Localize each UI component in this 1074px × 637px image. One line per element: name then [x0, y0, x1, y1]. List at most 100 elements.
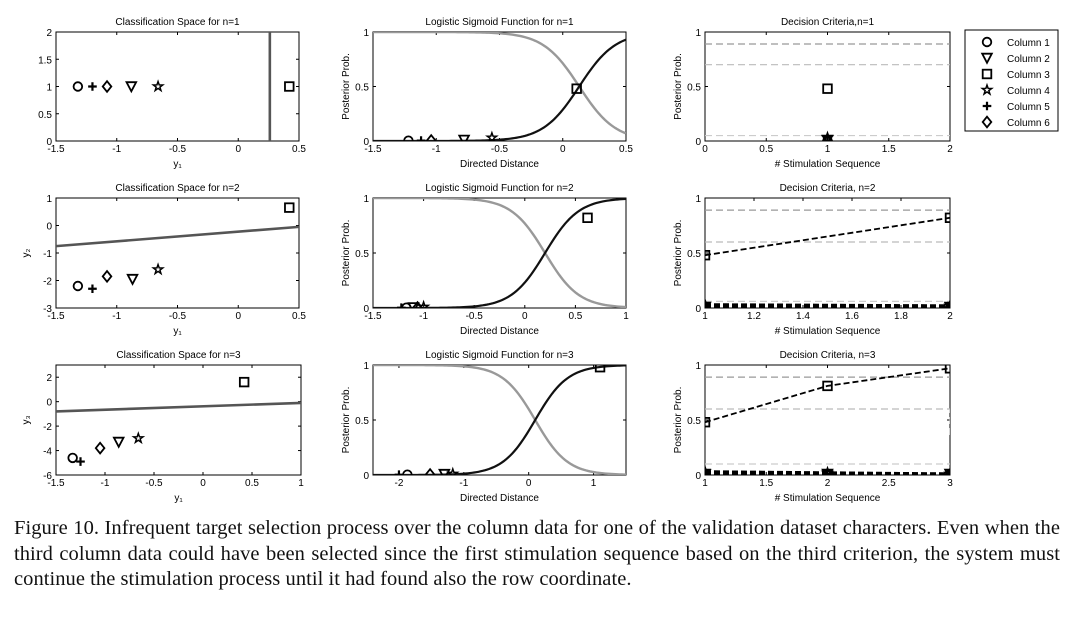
x-tick-label: 0.5 [759, 144, 773, 155]
legend-marker-diamond [981, 115, 993, 129]
data-point-circle [72, 280, 84, 292]
decision-boundary-line [56, 225, 299, 248]
data-point-star [445, 466, 460, 475]
data-point-diamond [424, 467, 436, 475]
x-axis-label: Directed Distance [460, 326, 539, 337]
y-tick-label: 1 [695, 28, 701, 39]
y-tick-label: 2 [46, 28, 52, 39]
legend-marker-circle [981, 36, 993, 48]
data-point-triangle-down [125, 81, 138, 94]
legend-marker-plus [982, 101, 992, 111]
x-tick-label: 0 [702, 144, 708, 155]
data-point-plus [945, 470, 950, 475]
axes-box [704, 31, 951, 142]
subplot-2: -1.5 -1 -0.5 0 0.5 0 0.5 1 Logistic Sigmoid Func… [341, 17, 633, 170]
data-point-triangle-down [407, 302, 420, 308]
subplot-5: -1.5 -1 -0.5 0 0.5 1 0 0.5 1 Logistic Sigmoid Fun… [341, 183, 629, 337]
x-tick-label: 1 [702, 478, 708, 489]
legend-label: Column 6 [1007, 118, 1050, 129]
data-point-square [238, 376, 250, 388]
data-point-plus [76, 457, 85, 466]
y-tick-label: 0.5 [355, 416, 369, 427]
y-tick-label: -4 [43, 447, 52, 458]
x-tick-label: 0 [522, 311, 528, 322]
y-axis-label: y₃ [21, 415, 32, 424]
x-tick-label: -1.5 [47, 311, 65, 322]
subplot-title: Classification Space for n=1 [115, 17, 240, 28]
subplot-title: Decision Criteria, n=2 [780, 183, 876, 194]
subplot-9: 1 1.5 2 2.5 3 0 0.5 1 Decision Criteria, n=3 # St… [673, 350, 953, 504]
data-point-square [571, 83, 582, 94]
x-tick-label: 2.5 [882, 478, 896, 489]
plot-area [373, 32, 626, 141]
x-tick-label: -1.5 [364, 144, 382, 155]
y-axis-label: Posterior Prob. [673, 53, 684, 120]
y-tick-label: 2 [46, 373, 52, 384]
x-tick-label: -1.5 [47, 144, 65, 155]
y-axis-label: y₂ [21, 248, 32, 257]
x-axis-label: Directed Distance [460, 493, 539, 504]
data-point-plus [88, 284, 97, 294]
x-tick-label: 1.5 [759, 478, 773, 489]
y-tick-label: 0.5 [355, 249, 369, 260]
legend: Column 1 Column 2 Column 3 Column 4 Column 5… [964, 29, 1059, 132]
plot-area [56, 202, 299, 294]
y-tick-label: 1 [363, 361, 369, 372]
x-tick-label: 0.5 [619, 144, 633, 155]
data-point-square [582, 212, 593, 224]
x-tick-label: 0.5 [568, 311, 582, 322]
sigmoid-curve [373, 38, 626, 141]
data-point-star [485, 130, 499, 141]
y-tick-label: 1 [363, 194, 369, 205]
data-point-square [944, 365, 950, 374]
axes-box [372, 31, 627, 142]
data-point-diamond [705, 300, 711, 308]
x-tick-label: 1.4 [796, 311, 810, 322]
legend-box [964, 29, 1059, 132]
x-tick-label: 2 [947, 311, 953, 322]
data-point-square [822, 83, 833, 94]
legend-label: Column 4 [1007, 86, 1050, 97]
y-axis-label: Posterior Prob. [673, 220, 684, 287]
y-axis-label: Posterior Prob. [341, 220, 352, 287]
x-tick-label: -1 [432, 144, 441, 155]
x-tick-label: -1 [112, 144, 121, 155]
plot-area [705, 209, 950, 308]
subplot-8: -2 -1 0 1 0 0.5 1 Logistic Sigmoid Function for… [341, 350, 627, 504]
data-point-square [594, 365, 606, 373]
x-tick-label: -1.5 [364, 311, 382, 322]
y-tick-label: 0.5 [687, 249, 701, 260]
x-tick-label: -0.5 [169, 311, 187, 322]
plot-area [373, 365, 626, 475]
data-point-square [705, 249, 711, 261]
data-point-plus [394, 470, 404, 475]
y-axis-label: Posterior Prob. [673, 387, 684, 454]
x-tick-label: 0 [200, 478, 206, 489]
x-tick-label: -0.5 [466, 311, 484, 322]
series-line-star [705, 303, 950, 308]
subplot-6: 1 1.2 1.4 1.6 1.8 2 0 0.5 1 Decision Criteria, n=… [673, 183, 953, 337]
x-tick-label: 0 [526, 478, 532, 489]
y-tick-label: 0.5 [355, 83, 369, 94]
subplot-1: -1.5 -1 -0.5 0 0.5 0 0.5 1 1.5 2 Classification Sp… [38, 17, 306, 170]
series-line-square [705, 367, 950, 424]
x-tick-label: 0.5 [292, 144, 306, 155]
data-point-circle [67, 452, 78, 464]
data-point-diamond [822, 133, 833, 141]
y-tick-label: 0 [363, 304, 369, 315]
data-point-plus [823, 136, 832, 141]
x-tick-label: 1.8 [894, 311, 908, 322]
data-point-circle [72, 81, 84, 92]
legend-marker-square [981, 68, 993, 80]
series-line-square [705, 216, 950, 257]
subplot-title: Logistic Sigmoid Function for n=3 [425, 350, 574, 361]
y-axis-label: Posterior Prob. [341, 53, 352, 120]
data-point-triangle-down [438, 468, 451, 475]
y-tick-label: -3 [43, 304, 52, 315]
y-tick-label: 0 [363, 137, 369, 148]
x-tick-label: 1.5 [882, 144, 896, 155]
x-tick-label: 2 [825, 478, 831, 489]
data-point-diamond [944, 300, 950, 308]
data-point-diamond [944, 467, 950, 475]
legend-label: Column 5 [1007, 102, 1050, 113]
